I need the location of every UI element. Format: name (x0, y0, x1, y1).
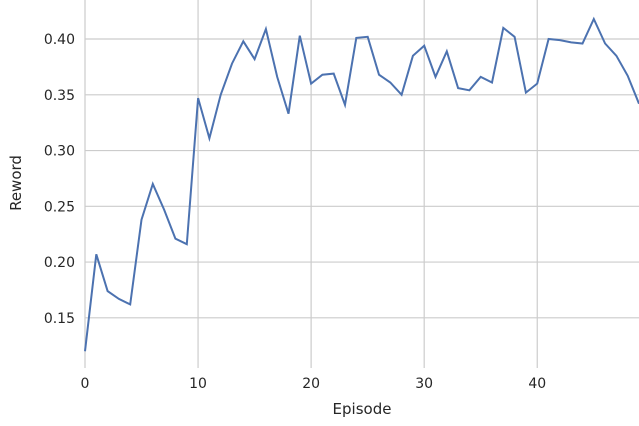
y-tick-label: 0.30 (44, 144, 75, 160)
grid-lines (84, 0, 639, 368)
x-tick-label: 40 (528, 376, 546, 392)
x-axis-title: Episode (333, 400, 392, 418)
y-tick-label: 0.20 (44, 255, 75, 271)
x-axis-ticks: 0 10 20 30 40 (81, 376, 547, 392)
y-axis-title: Reword (7, 155, 25, 211)
x-tick-label: 20 (302, 376, 320, 392)
y-tick-label: 0.35 (44, 88, 75, 104)
y-tick-label: 0.25 (44, 199, 75, 215)
y-tick-label: 0.40 (44, 32, 75, 48)
x-tick-label: 0 (81, 376, 90, 392)
y-tick-label: 0.15 (44, 311, 75, 327)
x-tick-label: 30 (415, 376, 433, 392)
x-tick-label: 10 (189, 376, 207, 392)
series-line (84, 16, 639, 352)
y-axis-ticks: 0.15 0.20 0.25 0.30 0.35 0.40 (44, 32, 75, 327)
